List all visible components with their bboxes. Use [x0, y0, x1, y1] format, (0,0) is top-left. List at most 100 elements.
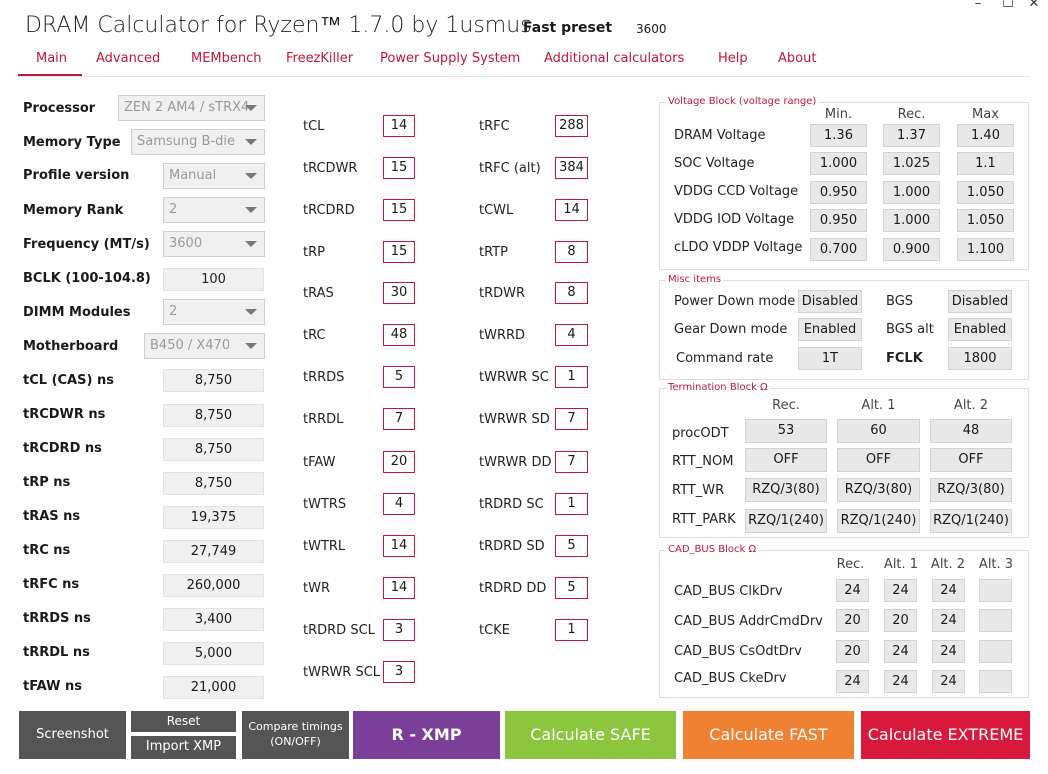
bclk-input[interactable]: 100: [163, 268, 264, 291]
cad-value: 24: [836, 579, 869, 602]
voltage-value: 1.000: [883, 209, 940, 232]
termination-value: 48: [930, 419, 1012, 443]
voltage-value: 1.025: [883, 152, 940, 175]
command-rate-value: 1T: [798, 347, 862, 370]
ns-label: tRRDS ns: [23, 611, 91, 626]
timing-value: 384: [555, 157, 588, 179]
timing-value: 8: [555, 241, 588, 263]
ns-value: 8,750: [163, 472, 264, 495]
calculate-fast-button[interactable]: Calculate FAST: [683, 711, 854, 759]
dimm-modules-select[interactable]: 2: [163, 299, 265, 325]
tab-main[interactable]: Main: [36, 51, 68, 66]
timing-label: tCKE: [479, 623, 510, 638]
profile-version-select[interactable]: Manual: [163, 163, 265, 189]
timing-label: tRTP: [479, 245, 508, 260]
chevron-down-icon: [245, 241, 257, 247]
power-down-label: Power Down mode: [674, 294, 796, 309]
timing-label: tRRDS: [303, 370, 345, 385]
memory-type-select[interactable]: Samsung B-die: [131, 129, 265, 155]
tab-help[interactable]: Help: [718, 51, 748, 66]
timing-label: tFAW: [303, 455, 336, 470]
voltage-label: SOC Voltage: [674, 156, 755, 171]
cad-value: [979, 640, 1012, 663]
timing-label: tRRDL: [303, 412, 344, 427]
cad-value: 24: [932, 579, 965, 602]
cad-value: 24: [932, 609, 965, 632]
r-xmp-button[interactable]: R - XMP: [353, 711, 500, 759]
timing-label: tRDRD SD: [479, 539, 545, 554]
app-title: DRAM Calculator for Ryzen™ 1.7.0 by 1usm…: [25, 13, 532, 38]
timing-value: 5: [555, 577, 588, 599]
tab-about[interactable]: About: [778, 51, 817, 66]
timing-label: tRCDWR: [303, 161, 358, 176]
compare-timings-button[interactable]: Compare timings (ON/OFF): [242, 711, 349, 759]
cad-value: [979, 609, 1012, 632]
bgs-alt-value: Enabled: [948, 318, 1012, 341]
close-icon[interactable]: ✕: [1028, 0, 1040, 11]
cad-header: Alt. 1: [883, 557, 919, 572]
minimize-icon[interactable]: –: [974, 0, 982, 11]
termination-label: RTT_PARK: [672, 512, 736, 527]
tab-additional-calculators[interactable]: Additional calculators: [544, 51, 685, 66]
cad-value: 24: [932, 670, 965, 693]
timing-label: tRFC: [479, 119, 510, 134]
screenshot-button[interactable]: Screenshot: [19, 711, 126, 759]
ns-label: tRP ns: [23, 475, 71, 490]
calculate-extreme-button[interactable]: Calculate EXTREME: [861, 711, 1030, 759]
gear-down-label: Gear Down mode: [674, 322, 788, 337]
cad-value: 24: [932, 640, 965, 663]
termination-label: RTT_NOM: [672, 454, 734, 469]
cad-header: Rec.: [836, 557, 865, 572]
motherboard-select[interactable]: B450 / X470: [144, 333, 265, 359]
timing-value: 3: [383, 619, 415, 641]
termination-value: RZQ/3(80): [745, 478, 827, 502]
ns-value: 27,749: [163, 540, 264, 563]
chevron-down-icon: [245, 139, 257, 145]
tab-advanced[interactable]: Advanced: [96, 51, 161, 66]
termination-value: OFF: [745, 448, 827, 472]
maximize-icon[interactable]: ☐: [1002, 0, 1014, 11]
timing-label: tRFC (alt): [479, 161, 541, 176]
timing-value: 1: [555, 493, 588, 515]
profile-version-label: Profile version: [23, 168, 130, 183]
cad-value: 20: [836, 640, 869, 663]
timing-value: 20: [383, 451, 415, 473]
termination-value: RZQ/3(80): [930, 478, 1012, 502]
timing-label: tRC: [303, 328, 326, 343]
termination-label: RTT_WR: [672, 483, 725, 498]
reset-button[interactable]: Reset: [131, 711, 236, 732]
ns-label: tFAW ns: [23, 679, 82, 694]
menu-divider: [18, 76, 1030, 77]
tab-membench[interactable]: MEMbench: [191, 51, 262, 66]
voltage-block-title: Voltage Block (voltage range): [666, 96, 819, 107]
voltage-label: cLDO VDDP Voltage: [674, 240, 803, 255]
frequency-select[interactable]: 3600: [163, 231, 265, 257]
calculate-safe-button[interactable]: Calculate SAFE: [505, 711, 676, 759]
voltage-value: 0.900: [883, 238, 940, 261]
cad-value: 24: [884, 640, 917, 663]
termination-value: 60: [837, 419, 920, 443]
active-tab-indicator: [18, 74, 82, 76]
cad-value: 24: [836, 670, 869, 693]
timing-value: 14: [383, 115, 415, 137]
voltage-value: 1.37: [883, 124, 940, 147]
motherboard-value: B450 / X470: [150, 338, 231, 353]
tab-power-supply-system[interactable]: Power Supply System: [380, 51, 521, 66]
processor-value: ZEN 2 AM4 / sTRX4: [124, 100, 250, 115]
timing-value: 288: [555, 115, 588, 137]
processor-label: Processor: [23, 101, 96, 116]
preset-label: Fast preset: [523, 20, 613, 36]
import-xmp-button[interactable]: Import XMP: [131, 736, 236, 759]
cad-label: CAD_BUS ClkDrv: [674, 584, 783, 599]
termination-block-title: Termination Block Ω: [666, 382, 770, 393]
memory-rank-select[interactable]: 2: [163, 197, 265, 223]
cad-header: Alt. 2: [930, 557, 966, 572]
cad-value: 20: [836, 609, 869, 632]
voltage-value: 1.000: [883, 181, 940, 204]
timing-value: 1: [555, 366, 588, 388]
power-down-value: Disabled: [798, 290, 862, 313]
processor-select[interactable]: ZEN 2 AM4 / sTRX4: [118, 95, 265, 121]
chevron-down-icon: [245, 105, 257, 111]
tab-freezkiller[interactable]: FreezKiller: [286, 51, 354, 66]
termination-header: Alt. 1: [861, 398, 896, 413]
